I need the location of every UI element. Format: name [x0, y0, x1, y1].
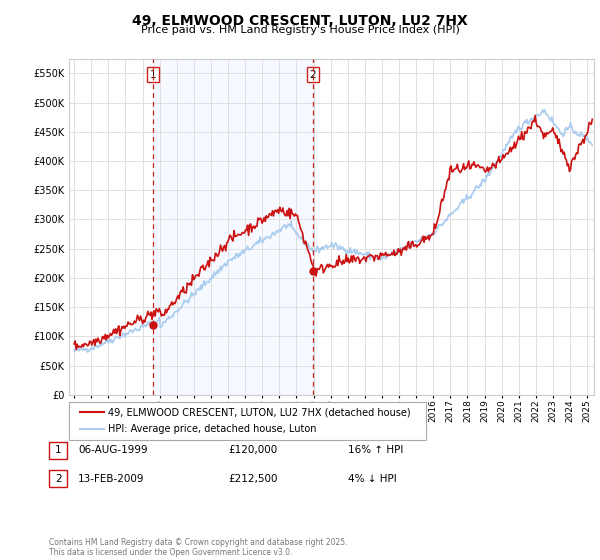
Text: 2: 2 — [310, 69, 316, 80]
Text: HPI: Average price, detached house, Luton: HPI: Average price, detached house, Luto… — [108, 424, 317, 434]
Text: £212,500: £212,500 — [228, 474, 277, 484]
Text: 49, ELMWOOD CRESCENT, LUTON, LU2 7HX: 49, ELMWOOD CRESCENT, LUTON, LU2 7HX — [132, 14, 468, 28]
Text: 16% ↑ HPI: 16% ↑ HPI — [348, 445, 403, 455]
Text: 49, ELMWOOD CRESCENT, LUTON, LU2 7HX (detached house): 49, ELMWOOD CRESCENT, LUTON, LU2 7HX (de… — [108, 407, 410, 417]
Text: 2: 2 — [55, 474, 62, 484]
Text: 4% ↓ HPI: 4% ↓ HPI — [348, 474, 397, 484]
Text: 06-AUG-1999: 06-AUG-1999 — [78, 445, 148, 455]
Bar — [153, 59, 313, 395]
Text: £120,000: £120,000 — [228, 445, 277, 455]
Text: 1: 1 — [149, 69, 156, 80]
Text: 13-FEB-2009: 13-FEB-2009 — [78, 474, 145, 484]
Text: 1: 1 — [55, 445, 62, 455]
Text: Price paid vs. HM Land Registry's House Price Index (HPI): Price paid vs. HM Land Registry's House … — [140, 25, 460, 35]
Text: Contains HM Land Registry data © Crown copyright and database right 2025.
This d: Contains HM Land Registry data © Crown c… — [49, 538, 348, 557]
